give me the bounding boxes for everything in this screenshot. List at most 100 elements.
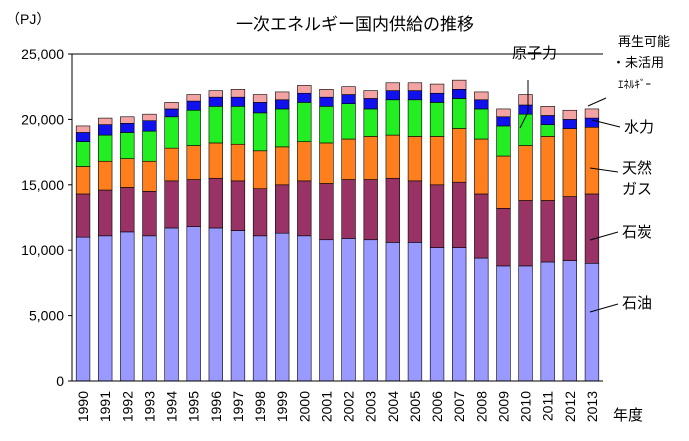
chart-title: 一次エネルギー国内供給の推移 [236,15,474,35]
bar-1998-series-1 [252,188,268,237]
bar-2003-series-5 [363,90,378,99]
x-tick-label: 2012 [562,391,578,422]
x-tick-label: 1992 [119,391,135,422]
bar-1990-series-2 [75,166,91,195]
y-tick-label: 25,000 [21,46,64,62]
bar-2001-series-5 [319,89,334,98]
bar-1999-series-3 [275,108,290,148]
bar-1995-series-5 [186,94,201,102]
bar-2004-series-3 [385,99,400,136]
bar-1993-series-2 [142,160,157,192]
bar-1995-series-4 [186,100,201,111]
bar-2007-series-1 [452,181,467,248]
bar-2001-series-4 [319,96,334,107]
bar-1999-series-0 [275,232,290,382]
bar-1998-series-3 [252,112,268,152]
bar-2010-series-1 [518,200,533,267]
bar-2000-series-4 [297,92,312,103]
x-tick-label: 1993 [141,391,157,422]
bar-2000-series-2 [297,141,312,182]
bar-2004-series-0 [385,242,400,382]
bar-2002-series-2 [341,138,356,180]
bar-1991-series-2 [98,160,113,191]
bar-2006-series-2 [429,136,445,186]
annotation-natural-gas-1: 天然 [622,159,652,177]
bar-1999-series-2 [275,146,290,186]
bar-2004-series-2 [385,134,400,179]
bar-2010-series-4 [518,104,533,115]
bar-1990-series-1 [75,193,91,238]
bar-1991-series-4 [98,124,113,136]
bar-2013-series-1 [584,193,600,264]
bar-2012-series-5 [562,109,577,120]
bar-2004-series-4 [385,90,400,101]
x-tick-label: 2006 [429,391,445,422]
bar-2011-series-5 [540,106,555,116]
bar-1991-series-1 [98,189,113,237]
bar-2000-series-3 [297,102,312,142]
annotation-coal: 石炭 [622,223,652,241]
bar-2009-series-4 [496,116,511,127]
bar-1994-series-5 [164,102,179,110]
bar-2008-series-4 [474,99,489,110]
bar-1990-series-0 [75,236,91,382]
bar-2002-series-5 [341,86,356,95]
bar-1993-series-4 [142,120,157,132]
bar-2005-series-1 [407,180,423,243]
bar-1993-series-5 [142,113,157,122]
x-tick-label: 2005 [407,391,423,422]
bar-2003-series-1 [363,179,378,241]
y-tick-label: 10,000 [21,242,64,258]
hydro-leader-line [591,119,621,128]
bar-2000-series-1 [297,180,312,237]
bar-2007-series-3 [452,98,467,129]
bar-2005-series-4 [407,90,423,101]
bar-2009-series-5 [496,108,511,118]
bar-1992-series-2 [120,158,135,188]
bar-2007-series-0 [452,247,467,382]
annotation-renewable-2: ・未活用 [612,56,664,71]
y-tick-label: 20,000 [21,111,64,127]
bar-2002-series-3 [341,103,356,140]
bar-1993-series-3 [142,130,157,162]
bar-1997-series-5 [230,89,246,98]
bar-1993-series-0 [142,235,157,382]
bar-2001-series-2 [319,142,334,184]
bar-2005-series-2 [407,136,423,182]
bar-2010-series-5 [518,94,533,106]
bar-2004-series-5 [385,82,400,91]
annotation-renewable-3: ｴﾈﾙｷﾞｰ [618,78,651,91]
bar-2006-series-4 [429,92,445,103]
renewable-leader-line [587,97,607,107]
annotation-renewable-1: 再生可能 [618,35,670,50]
bar-1996-series-3 [208,106,223,144]
y-tick-label: 15,000 [21,177,64,193]
x-tick-label: 2007 [451,391,467,422]
x-tick-label: 1999 [274,391,290,422]
bar-2001-series-0 [319,239,334,382]
bar-1999-series-4 [275,99,290,110]
bar-1998-series-5 [252,94,268,103]
bar-1992-series-3 [120,132,135,159]
bar-1997-series-4 [230,96,246,107]
bar-1994-series-4 [164,108,179,118]
bar-2003-series-0 [363,239,378,382]
bar-2005-series-5 [407,82,423,91]
oil-leader-line [589,303,619,313]
bar-2011-series-4 [540,115,555,125]
bar-1996-series-2 [208,142,223,179]
bar-1998-series-2 [252,150,268,190]
bar-1994-series-2 [164,147,179,182]
annotation-nuclear: 原子力 [512,44,557,62]
bar-2008-series-2 [474,138,489,195]
bar-2013-series-0 [584,262,600,382]
bar-2003-series-3 [363,108,378,137]
bar-1996-series-1 [208,177,223,229]
bar-2009-series-2 [496,155,511,209]
bar-2012-series-1 [562,196,577,261]
bar-2013-series-5 [584,108,600,119]
bar-1990-series-3 [75,141,91,167]
x-tick-label: 1990 [75,391,91,422]
bar-1994-series-3 [164,116,179,149]
